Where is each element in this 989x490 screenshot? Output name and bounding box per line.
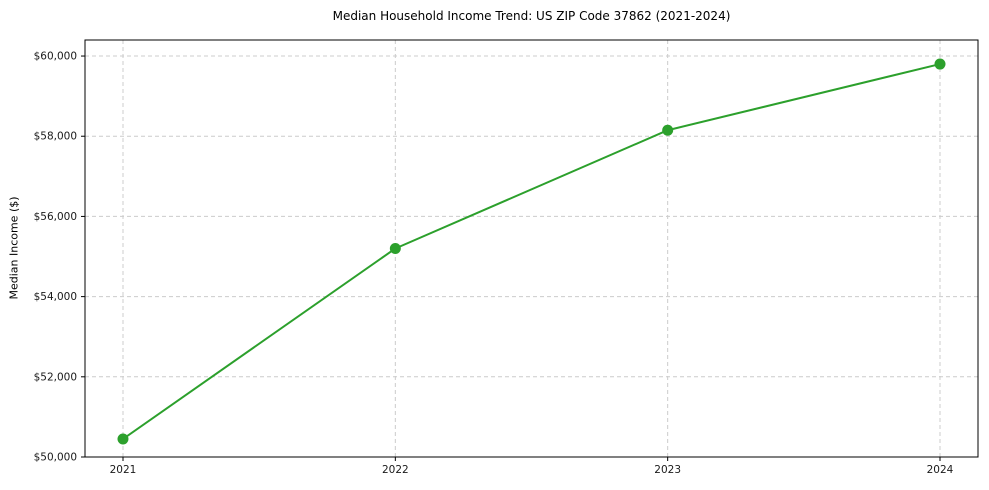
trend-line (122, 63, 941, 440)
y-tick-label: $52,000 (34, 371, 77, 383)
y-tick-label: $54,000 (34, 291, 77, 303)
y-tick-label: $50,000 (34, 452, 77, 464)
data-point-marker (662, 124, 674, 136)
data-point-marker (389, 243, 401, 254)
data-point-marker (117, 433, 129, 445)
chart-title: Median Household Income Trend: US ZIP Co… (332, 9, 731, 23)
y-tick-label: $58,000 (34, 131, 77, 143)
y-tick-label: $60,000 (34, 51, 77, 63)
y-tick-label: $56,000 (34, 211, 77, 223)
x-tick-label: 2022 (382, 464, 409, 476)
x-tick-label: 2024 (927, 464, 954, 476)
plot-border (84, 39, 979, 458)
x-tick-label: 2023 (654, 464, 681, 476)
data-point-marker (934, 58, 946, 70)
x-tick-label: 2021 (110, 464, 137, 476)
